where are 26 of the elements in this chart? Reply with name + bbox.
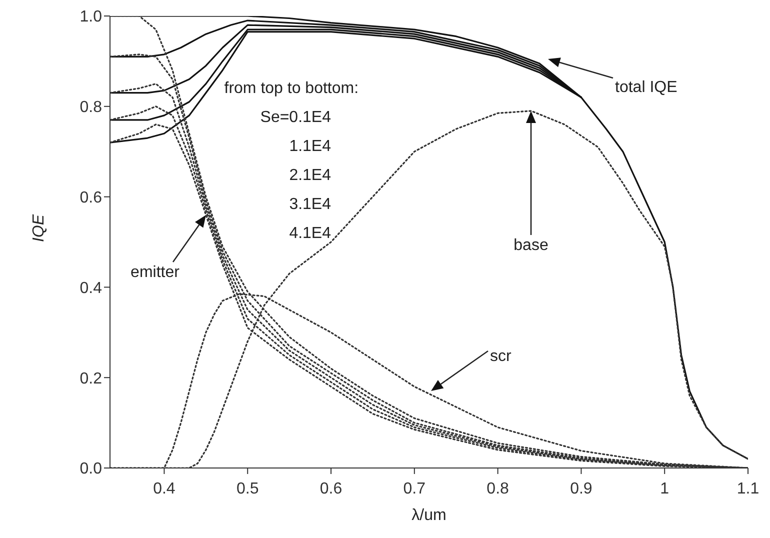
x-tick-label: 0.5 [236,480,259,498]
annotation: from top to bottom: [224,80,359,97]
x-axis-title: λ/um [412,507,446,524]
annotation: base [514,237,548,254]
annotation: scr [490,348,512,365]
x-tick-label: 0.8 [486,480,510,498]
annotation: total IQE [615,79,678,96]
annotation: 1.1E4 [289,138,332,155]
x-tick-label: 0.7 [403,480,426,498]
y-axis-title: IQE [30,214,48,242]
x-tick-label: 0.6 [320,480,342,498]
y-tick-label: 1.0 [80,8,102,26]
y-tick-label: 0.4 [80,280,102,297]
annotation: emitter [130,264,180,281]
x-tick-label: 0.9 [570,480,592,498]
x-tick-label: 1 [660,480,670,498]
x-tick-label: 0.4 [153,480,176,498]
y-tick-label: 0.8 [80,99,102,116]
y-tick-label: 0.0 [80,460,102,478]
annotation: 3.1E4 [289,196,332,213]
annotation: Se=0.1E4 [260,108,332,126]
y-tick-label: 0.2 [80,370,102,388]
y-tick-label: 0.6 [80,189,102,206]
annotation: 4.1E4 [289,224,332,242]
x-tick-label: 1.1 [736,480,760,498]
annotation: 2.1E4 [289,166,332,184]
